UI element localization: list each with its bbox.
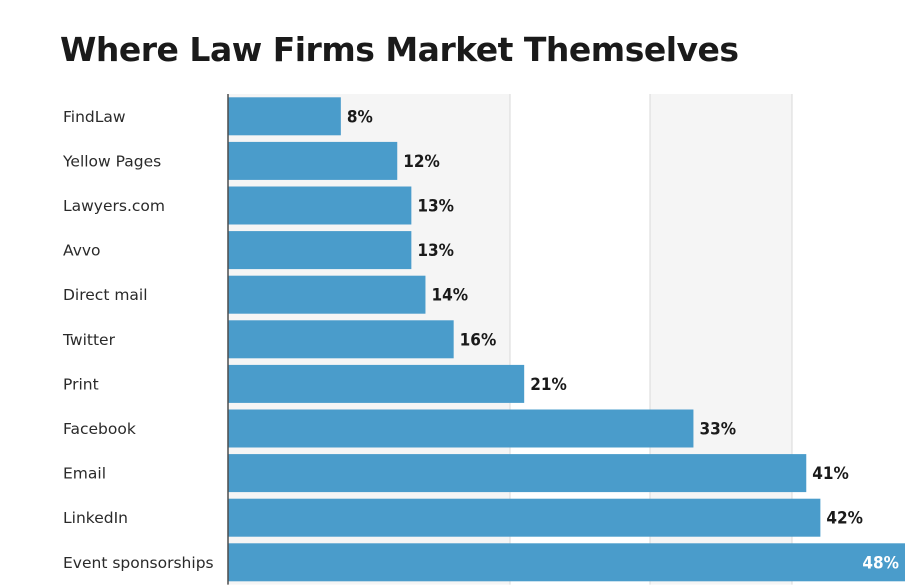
category-label: FindLaw: [63, 108, 126, 126]
value-label: 33%: [699, 420, 736, 440]
bar: [228, 498, 821, 537]
chart-title: Where Law Firms Market Themselves: [60, 30, 739, 69]
value-label: 14%: [431, 286, 468, 306]
bar: [228, 364, 525, 403]
category-label: Twitter: [62, 331, 116, 349]
bar: [228, 320, 454, 359]
value-label: 13%: [417, 241, 454, 261]
value-label: 48%: [862, 553, 899, 573]
value-label: 13%: [417, 197, 454, 217]
category-label: Email: [63, 465, 106, 483]
bar: [228, 275, 426, 314]
category-label: Yellow Pages: [62, 152, 161, 170]
value-label: 8%: [347, 107, 373, 127]
category-label: Facebook: [63, 420, 136, 438]
value-label: 12%: [403, 152, 440, 172]
category-label: Event sponsorships: [63, 554, 214, 572]
value-label: 21%: [530, 375, 567, 395]
bar: [228, 97, 341, 136]
value-label: 42%: [826, 509, 863, 529]
bar: [228, 231, 412, 270]
bar: [228, 454, 807, 493]
value-label: 16%: [460, 330, 497, 350]
bar: [228, 409, 694, 448]
bar: [228, 186, 412, 225]
category-label: Avvo: [63, 242, 101, 260]
bar: [228, 543, 905, 582]
category-label: Direct mail: [63, 286, 148, 304]
category-label: Print: [63, 375, 99, 393]
bar: [228, 141, 398, 180]
category-label: LinkedIn: [63, 509, 128, 527]
value-label: 41%: [812, 464, 849, 484]
category-label: Lawyers.com: [63, 197, 165, 215]
